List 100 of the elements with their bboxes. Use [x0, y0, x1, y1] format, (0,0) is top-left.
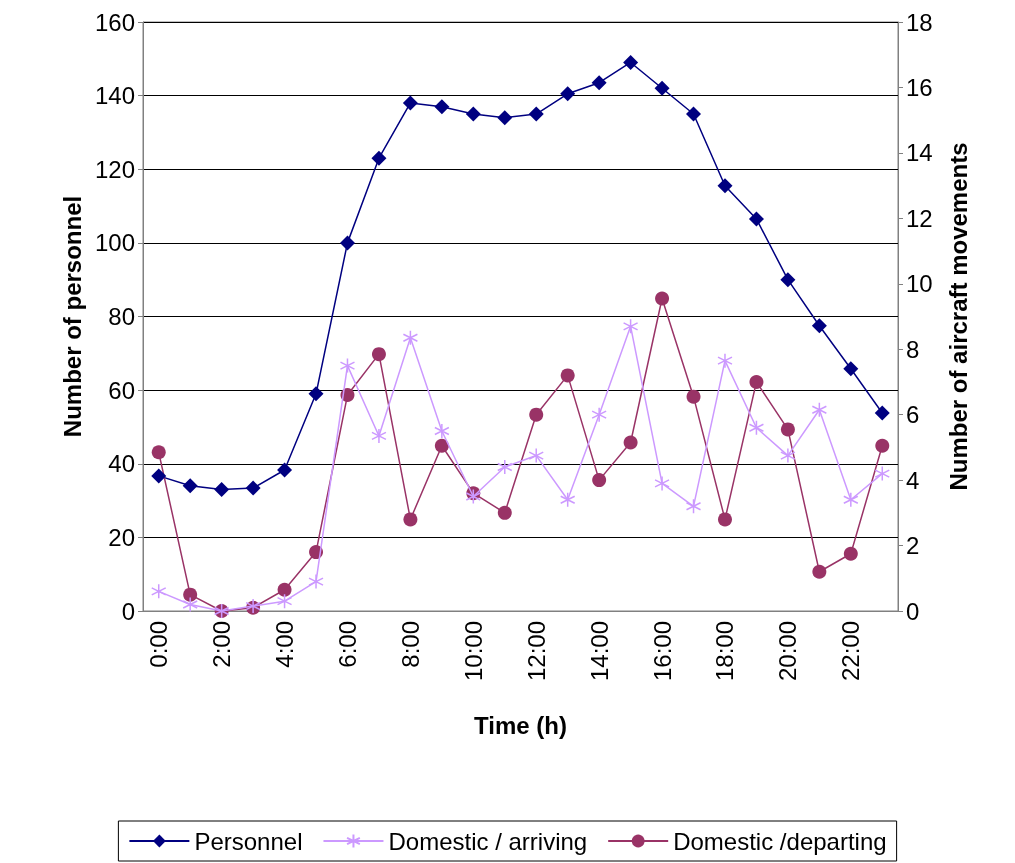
x-tick-label: 2:00	[208, 621, 236, 668]
point	[591, 75, 607, 91]
y2-tick-label: 12	[906, 204, 933, 232]
point	[623, 435, 638, 450]
point	[277, 582, 292, 597]
point	[843, 546, 858, 561]
point	[465, 106, 481, 122]
y-tick-label: 120	[94, 155, 135, 183]
point	[560, 368, 575, 383]
point	[150, 583, 167, 600]
y-tick-label: 100	[94, 229, 135, 257]
point	[529, 407, 544, 422]
x-tick-label: 12:00	[522, 621, 550, 682]
point	[843, 361, 859, 377]
y2-tick-label: 4	[906, 466, 920, 494]
point	[402, 95, 418, 111]
point	[875, 438, 890, 453]
point	[339, 235, 355, 251]
y2-tick-label: 8	[906, 335, 920, 363]
point	[497, 505, 512, 520]
point	[717, 178, 733, 194]
point	[717, 352, 733, 369]
point	[591, 406, 607, 423]
point	[214, 482, 230, 498]
y-tick-label: 160	[94, 8, 135, 36]
point	[811, 318, 827, 334]
point	[182, 596, 198, 613]
point	[434, 423, 450, 439]
point	[371, 428, 387, 444]
y-tick-label: 0	[121, 597, 135, 625]
point	[780, 422, 795, 437]
point	[748, 420, 765, 436]
legend-label: Domestic /departing	[673, 827, 887, 855]
legend-label: Personnel	[194, 827, 303, 855]
point	[874, 465, 891, 482]
point	[308, 386, 324, 402]
x-tick-label: 18:00	[711, 621, 739, 682]
x-axis-title: Time (h)	[474, 711, 567, 739]
y-tick-label: 60	[108, 376, 135, 404]
point	[812, 564, 827, 579]
point	[277, 462, 293, 478]
y-tick-label: 140	[94, 82, 135, 110]
point	[622, 318, 639, 335]
x-tick-label: 14:00	[585, 621, 613, 682]
x-tick-label: 8:00	[396, 621, 424, 668]
point	[623, 54, 639, 70]
y-tick-label: 40	[108, 450, 135, 478]
point	[245, 480, 261, 496]
point	[402, 330, 419, 346]
x-tick-label: 22:00	[837, 621, 865, 682]
legend-label: Domestic / arriving	[388, 827, 588, 855]
y2-tick-label: 10	[906, 270, 933, 298]
point	[465, 488, 482, 505]
x-tick-label: 0:00	[145, 621, 173, 668]
point	[686, 106, 702, 122]
point	[339, 357, 356, 374]
point	[497, 459, 513, 475]
point	[403, 512, 418, 527]
point	[559, 491, 576, 508]
point	[811, 402, 828, 418]
point	[686, 389, 701, 404]
point	[434, 438, 449, 453]
y-axis-title: Number of personnel	[58, 195, 86, 438]
x-tick-label: 4:00	[271, 621, 299, 668]
point	[528, 106, 544, 122]
point	[874, 405, 890, 421]
point	[434, 99, 450, 115]
point	[780, 272, 796, 288]
x-tick-label: 10:00	[459, 621, 487, 682]
point	[749, 374, 764, 389]
y-tick-label: 80	[108, 303, 135, 330]
point	[780, 447, 796, 464]
point	[685, 498, 702, 515]
point	[276, 593, 293, 609]
x-tick-label: 6:00	[333, 621, 361, 668]
y2-tick-label: 14	[906, 139, 933, 167]
point	[654, 475, 670, 492]
point	[371, 150, 387, 166]
y2-tick-label: 0	[906, 597, 920, 625]
point	[655, 291, 670, 306]
point	[308, 573, 324, 590]
x-tick-label: 20:00	[774, 621, 802, 682]
point	[182, 478, 198, 494]
point	[843, 491, 859, 508]
y2-tick-label: 2	[906, 532, 920, 560]
point	[528, 447, 544, 464]
point	[183, 587, 198, 602]
point	[151, 468, 167, 484]
point	[748, 211, 764, 227]
point	[371, 347, 386, 362]
y2-tick-label: 18	[906, 8, 933, 36]
point	[497, 110, 513, 126]
y2-tick-label: 6	[906, 401, 920, 429]
point	[654, 80, 670, 96]
y-tick-label: 20	[108, 523, 135, 551]
point	[560, 86, 576, 102]
y2-tick-label: 16	[906, 73, 933, 101]
y2-axis-title: Number of aircraft movements	[944, 142, 972, 491]
x-tick-label: 16:00	[648, 621, 676, 682]
point	[717, 512, 732, 527]
